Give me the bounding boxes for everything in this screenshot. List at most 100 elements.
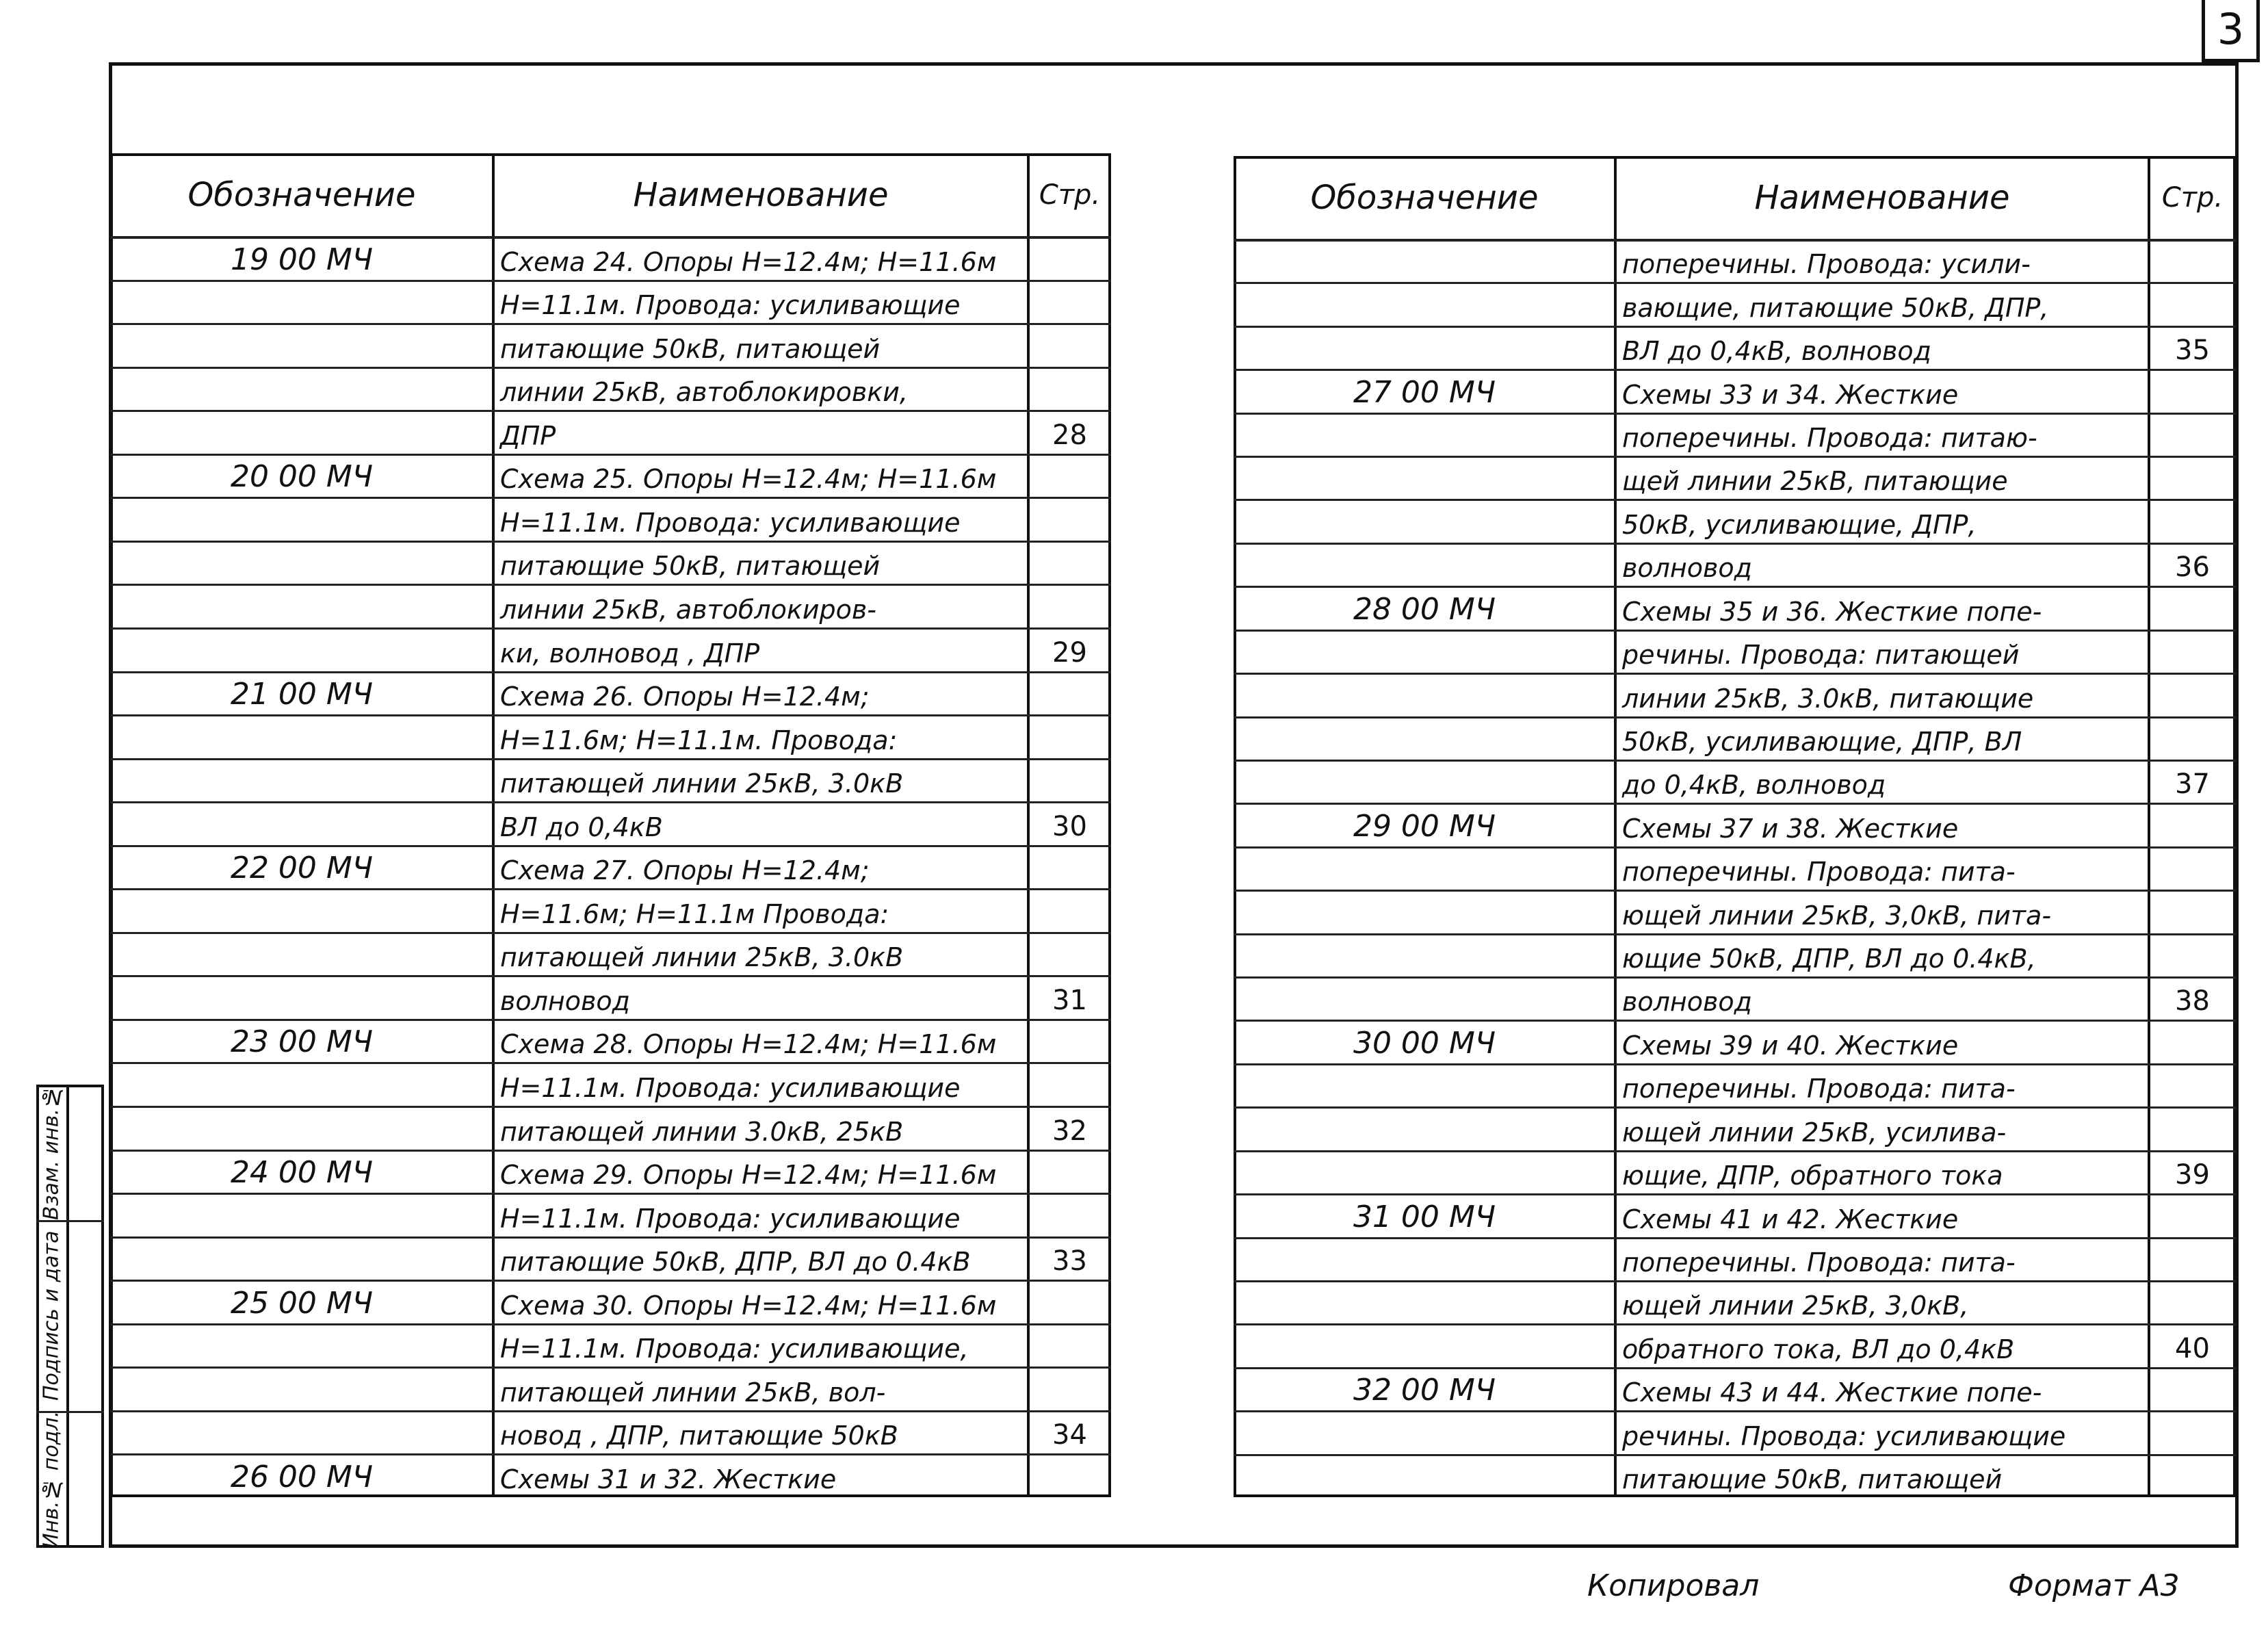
item-name: ВЛ до 0,4кВ	[500, 812, 663, 842]
item-name: питающей линии 25кВ, 3.0кВ	[500, 942, 904, 973]
column-line	[1614, 156, 1617, 1497]
page-ref: 29	[1052, 636, 1087, 669]
item-name: Схемы 39 и 40. Жесткие	[1622, 1030, 1959, 1061]
item-name: Схемы 31 и 32. Жесткие	[500, 1464, 837, 1494]
row-line	[1234, 759, 2236, 762]
item-name: линии 25кВ, автоблокировки,	[500, 377, 909, 408]
column-header: Обозначение	[187, 175, 416, 214]
row-line	[110, 1106, 1111, 1109]
item-name: питающие 50кВ, питающей	[1622, 1464, 2003, 1494]
item-name: поперечины. Провода: усили-	[1622, 249, 2031, 280]
row-line	[1234, 673, 2236, 675]
row-line	[1234, 325, 2236, 328]
column-line	[1027, 153, 1030, 1497]
item-name: ющей линии 25кВ, 3,0кВ, пита-	[1622, 900, 2052, 931]
item-name: Н=11.6м; Н=11.1м Провода:	[500, 898, 889, 929]
stamp-divider	[36, 1411, 104, 1413]
row-line	[1234, 1280, 2236, 1282]
designation: 19 00 МЧ	[230, 242, 374, 277]
designation: 22 00 МЧ	[230, 851, 374, 886]
designation: 21 00 МЧ	[230, 677, 374, 712]
item-name: ДПР	[500, 420, 556, 451]
row-line	[110, 888, 1111, 891]
stamp-label: Взам. инв.№	[39, 1085, 64, 1220]
item-name: питающие 50кВ, ДПР, ВЛ до 0.4кВ	[500, 1247, 971, 1278]
row-line	[110, 714, 1111, 717]
item-name: 50кВ, усиливающие, ДПР,	[1622, 509, 1977, 540]
stamp-divider	[36, 1220, 104, 1222]
item-name: поперечины. Провода: питаю-	[1622, 423, 2037, 454]
item-name: ющей линии 25кВ, 3,0кВ,	[1622, 1291, 1969, 1321]
row-line	[110, 323, 1111, 326]
row-line	[1234, 369, 2236, 372]
row-line	[1234, 1323, 2236, 1326]
column-line	[492, 153, 495, 1497]
item-name: Н=11.1м. Провода: усиливающие	[500, 290, 961, 321]
row-line	[110, 1453, 1111, 1456]
row-line	[110, 627, 1111, 630]
item-name: питающей линии 3.0кВ, 25кВ	[500, 1116, 904, 1147]
item-name: Схема 28. Опоры Н=12.4м; Н=11.6м	[500, 1029, 997, 1060]
page-ref: 35	[2175, 335, 2210, 367]
row-line	[1234, 1150, 2236, 1152]
item-name: питающие 50кВ, питающей	[500, 551, 881, 582]
item-name: волновод	[1622, 553, 1752, 584]
designation: 32 00 МЧ	[1353, 1373, 1496, 1408]
item-name: Схема 24. Опоры Н=12.4м; Н=11.6м	[500, 246, 997, 277]
row-line	[1234, 1193, 2236, 1196]
column-header: Обозначение	[1310, 178, 1539, 217]
stamp-divider	[66, 1085, 69, 1548]
designation: 24 00 МЧ	[230, 1155, 374, 1191]
stamp-label: Подпись и дата	[39, 1230, 64, 1401]
row-line	[1234, 456, 2236, 458]
row-line	[110, 453, 1111, 456]
designation: 28 00 МЧ	[1353, 591, 1496, 627]
item-name: волновод	[1622, 987, 1752, 1018]
item-name: щей линии 25кВ, питающие	[1622, 466, 2008, 497]
row-line	[110, 975, 1111, 978]
designation: 25 00 МЧ	[230, 1285, 374, 1321]
page-ref: 37	[2175, 768, 2210, 801]
item-name: питающей линии 25кВ, вол-	[500, 1377, 886, 1408]
item-name: Схемы 43 и 44. Жесткие попе-	[1622, 1377, 2042, 1408]
item-name: Схемы 37 и 38. Жесткие	[1622, 813, 1959, 844]
row-line	[110, 1018, 1111, 1021]
row-line	[110, 757, 1111, 760]
item-name: поперечины. Провода: пита-	[1622, 857, 2016, 888]
row-line	[1234, 933, 2236, 935]
row-line	[1234, 1063, 2236, 1065]
item-name: вающие, питающие 50кВ, ДПР,	[1622, 292, 2049, 323]
item-name: Схема 27. Опоры Н=12.4м;	[500, 855, 870, 886]
item-name: Н=11.6м; Н=11.1м. Провода:	[500, 725, 898, 755]
page-ref: 38	[2175, 985, 2210, 1018]
row-line	[110, 540, 1111, 543]
page-ref: 39	[2175, 1159, 2210, 1191]
item-name: Н=11.1м. Провода: усиливающие,	[500, 1334, 969, 1364]
item-name: речины. Провода: усиливающие	[1622, 1421, 2066, 1451]
header-line	[1234, 239, 2236, 242]
row-line	[110, 279, 1111, 282]
item-name: поперечины. Провода: пита-	[1622, 1074, 2016, 1104]
row-line	[110, 410, 1111, 413]
item-name: линии 25кВ, автоблокиров-	[500, 594, 876, 625]
item-name: Схемы 41 и 42. Жесткие	[1622, 1204, 1959, 1234]
item-name: ющие 50кВ, ДПР, ВЛ до 0.4кВ,	[1622, 944, 2036, 974]
page-ref: 34	[1052, 1419, 1087, 1451]
designation: 31 00 МЧ	[1353, 1199, 1496, 1234]
column-header: Наименование	[633, 175, 889, 214]
row-line	[110, 1236, 1111, 1239]
item-name: ющей линии 25кВ, усилива-	[1622, 1117, 2007, 1148]
row-line	[1234, 976, 2236, 979]
item-name: питающей линии 25кВ, 3.0кВ	[500, 768, 904, 799]
designation: 26 00 МЧ	[230, 1459, 374, 1494]
row-line	[1234, 1106, 2236, 1109]
item-name: Схема 29. Опоры Н=12.4м; Н=11.6м	[500, 1160, 997, 1191]
row-line	[1234, 716, 2236, 718]
page-ref: 36	[2175, 552, 2210, 584]
row-line	[110, 584, 1111, 586]
column-line	[2148, 156, 2150, 1497]
row-line	[1234, 1236, 2236, 1239]
page-number: 3	[2202, 0, 2260, 62]
item-name: обратного тока, ВЛ до 0,4кВ	[1622, 1334, 2015, 1364]
row-line	[1234, 586, 2236, 588]
